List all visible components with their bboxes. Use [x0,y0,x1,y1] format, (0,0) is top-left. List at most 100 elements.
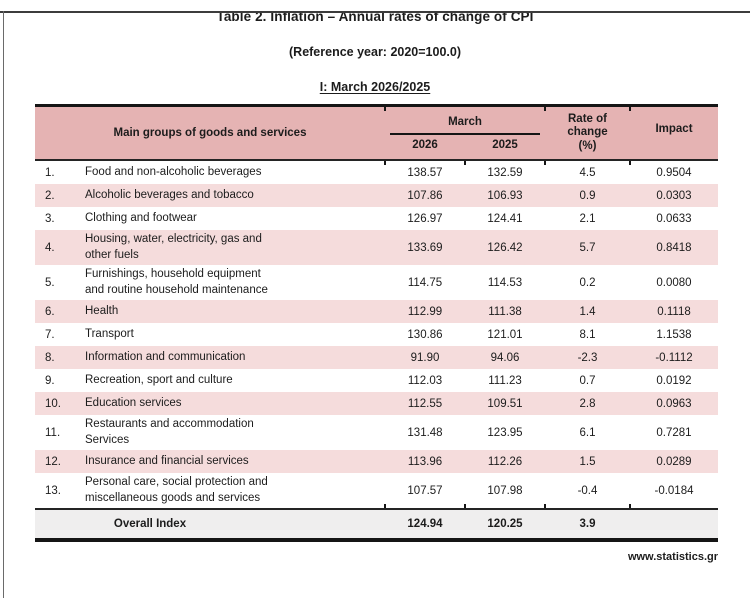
row-rate-of-change: 0.7 [579,374,596,387]
row-impact: 0.0289 [656,455,692,468]
row-category-name: Education services [85,396,182,409]
row-index-2026: 107.57 [407,484,443,497]
row-impact: 0.1118 [657,305,691,318]
header-main-groups: Main groups of goods and services [113,127,307,139]
row-impact: 0.0963 [656,397,692,410]
website-link: www.statistics.gr [627,551,718,563]
table-top-border [35,104,718,111]
overall-index-2025: 120.25 [487,518,523,530]
row-rate-of-change: 2.8 [579,397,596,410]
header-year-2025: 2025 [492,139,518,151]
row-number: 11. [45,426,61,439]
row-index-2025: 114.53 [487,276,523,289]
row-index-2026: 131.48 [407,426,443,439]
header-year-2026: 2026 [412,139,438,151]
row-index-2026: 126.97 [407,212,443,225]
table-row: 6. Health 112.99 111.38 1.4 0.1118 [35,300,718,323]
row-category-name: Personal care, social protection and mis… [85,476,268,504]
table-body: 1. Food and non-alcoholic beverages 138.… [35,161,718,508]
row-index-2026: 130.86 [407,328,443,341]
row-impact: -0.0184 [654,484,694,497]
row-category-name: Alcoholic beverages and tobacco [85,188,254,201]
row-category-name: Transport [85,327,134,340]
row-index-2026: 138.57 [407,166,443,179]
row-number: 4. [45,241,55,254]
row-index-2025: 109.51 [487,397,523,410]
row-rate-of-change: 1.4 [579,305,596,318]
row-category-name: Restaurants and accommodation Services [85,418,254,446]
table-row: 13. Personal care, social protection and… [35,473,718,508]
row-index-2025: 124.41 [487,212,523,225]
header-year-cells: 2026 2025 [385,137,545,154]
row-impact: 0.7281 [656,426,692,439]
row-index-2025: 106.93 [487,189,523,202]
row-rate-of-change: 6.1 [579,426,596,439]
row-category-name: Insurance and financial services [85,454,249,467]
page-border-left [3,11,4,598]
row-category-name: Food and non-alcoholic beverages [85,165,262,178]
row-impact: 0.8418 [656,241,692,254]
row-category-name: Information and communication [85,350,246,363]
table-row: 7. Transport 130.86 121.01 8.1 1.1538 [35,323,718,346]
row-impact: 0.0080 [656,276,692,289]
table-row: 10. Education services 112.55 109.51 2.8… [35,392,718,415]
march-underline [390,133,540,135]
page-border-top [0,11,750,13]
row-index-2026: 91.90 [410,351,440,364]
table-row: 2. Alcoholic beverages and tobacco 107.8… [35,184,718,207]
row-number: 10. [45,397,61,410]
row-number: 1. [45,166,55,179]
row-rate-of-change: 5.7 [579,241,596,254]
row-number: 8. [45,351,55,364]
table-row: 5. Furnishings, household equipment and … [35,265,718,300]
row-rate-of-change: 0.9 [579,189,596,202]
row-category-name: Recreation, sport and culture [85,373,233,386]
cpi-inflation-table: Main groups of goods and services March … [35,104,718,542]
overall-top-rule [35,504,718,510]
table-bottom-border [35,538,718,542]
table-row: 4. Housing, water, electricity, gas and … [35,230,718,265]
row-impact: 0.9504 [656,166,692,179]
row-impact: 0.0192 [656,374,692,387]
overall-index-row: Overall Index 124.94 120.25 3.9 [35,510,718,538]
row-index-2025: 126.42 [487,241,523,254]
row-rate-of-change: 8.1 [579,328,596,341]
row-rate-of-change: 0.2 [579,276,596,289]
table-header-row: Main groups of goods and services March … [35,107,718,159]
overall-label: Overall Index [113,518,187,530]
table-row: 12. Insurance and financial services 113… [35,450,718,473]
row-number: 6. [45,305,55,318]
row-rate-of-change: 1.5 [579,455,596,468]
period-heading: I: March 2026/2025 [319,80,431,94]
row-index-2026: 113.96 [407,455,443,468]
row-index-2025: 112.26 [487,455,523,468]
row-impact: -0.1112 [655,351,693,364]
row-index-2026: 112.03 [407,374,443,387]
row-index-2025: 132.59 [487,166,523,179]
header-rate-of-change: Rate of change (%) [567,112,608,152]
reference-year-subtitle: (Reference year: 2020=100.0) [289,45,461,59]
row-index-2025: 111.23 [488,374,522,387]
row-number: 13. [45,484,61,497]
overall-index-2026: 124.94 [407,518,443,530]
row-impact: 0.0303 [656,189,692,202]
row-category-name: Furnishings, household equipment and rou… [85,268,268,296]
row-number: 5. [45,276,55,289]
row-number: 3. [45,212,55,225]
row-index-2026: 133.69 [407,241,443,254]
row-impact: 1.1538 [656,328,692,341]
row-category-name: Housing, water, electricity, gas and oth… [85,233,262,261]
row-index-2025: 107.98 [487,484,523,497]
row-index-2025: 111.38 [488,305,522,318]
row-rate-of-change: -2.3 [577,351,598,364]
row-index-2026: 112.99 [407,305,443,318]
row-impact: 0.0633 [656,212,692,225]
table-row: 11. Restaurants and accommodation Servic… [35,415,718,450]
row-rate-of-change: 2.1 [579,212,596,225]
table-row: 1. Food and non-alcoholic beverages 138.… [35,161,718,184]
header-bottom-rule [35,159,718,165]
row-index-2026: 112.55 [407,397,443,410]
row-category-name: Clothing and footwear [85,211,197,224]
row-index-2026: 107.86 [407,189,443,202]
row-index-2025: 121.01 [487,328,523,341]
